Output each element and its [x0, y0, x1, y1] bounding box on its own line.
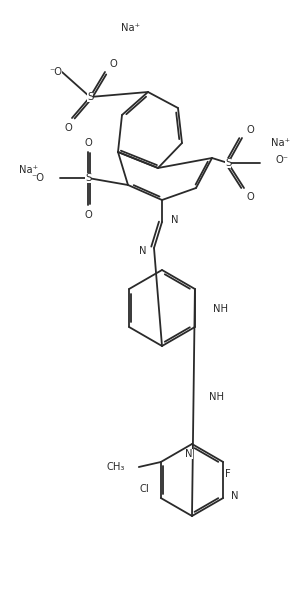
Text: CH₃: CH₃ — [107, 462, 125, 472]
Text: S: S — [225, 158, 231, 168]
Text: Na⁺: Na⁺ — [120, 23, 140, 33]
Text: O: O — [84, 138, 92, 148]
Text: N: N — [139, 246, 146, 256]
Text: NH: NH — [209, 393, 225, 402]
Text: O: O — [84, 210, 92, 220]
Text: ⁻O: ⁻O — [31, 173, 44, 183]
Text: Na⁺: Na⁺ — [18, 165, 38, 175]
Text: Na⁺: Na⁺ — [18, 165, 38, 175]
Text: Cl: Cl — [139, 484, 149, 494]
Text: Na⁺: Na⁺ — [270, 138, 290, 148]
Text: S: S — [87, 92, 93, 102]
Text: F: F — [225, 469, 231, 479]
Text: N: N — [231, 491, 239, 501]
Text: O: O — [246, 125, 254, 135]
Text: N: N — [171, 215, 179, 225]
Text: N: N — [185, 449, 193, 459]
Text: S: S — [85, 173, 91, 183]
Text: NH: NH — [213, 304, 228, 314]
Text: Na⁺: Na⁺ — [270, 138, 290, 148]
Text: O: O — [109, 59, 117, 69]
Text: O⁻: O⁻ — [275, 155, 288, 165]
Text: O: O — [246, 192, 254, 202]
Text: Na⁺: Na⁺ — [120, 23, 140, 33]
Text: O: O — [64, 123, 72, 133]
Text: ⁻O: ⁻O — [49, 67, 62, 77]
